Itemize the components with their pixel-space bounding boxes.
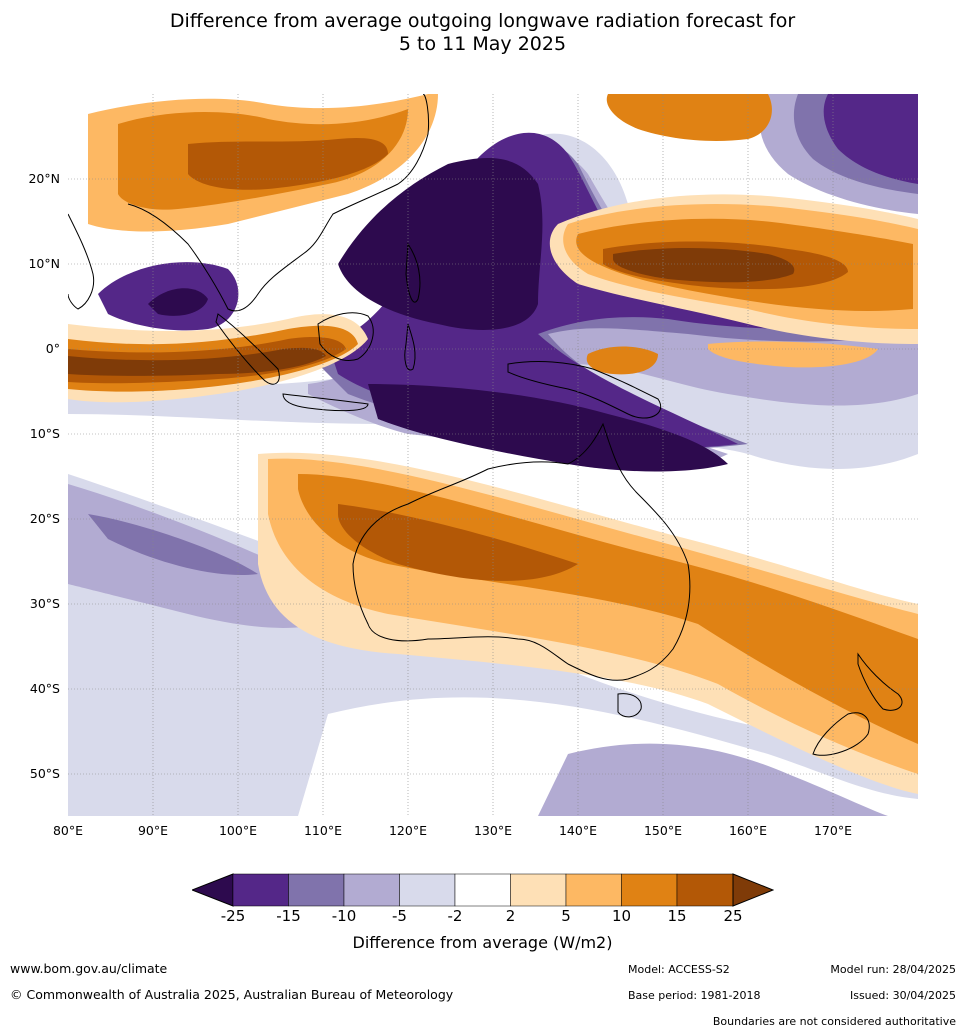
colorbar-label: Difference from average (W/m2) [352,933,613,952]
lat-label-20n: 20°N [28,171,60,186]
colorbar-swatch-6 [510,873,567,907]
anomaly-region-png-orange [586,346,658,375]
lat-label-10s: 10°S [29,426,60,441]
colorbar-tick-5: -2 [447,907,463,925]
title-line-1: Difference from average outgoing longwav… [169,10,796,32]
colorbar-tick-10: 25 [723,907,743,925]
colorbar-swatch-4 [399,873,456,907]
colorbar-swatch-7 [565,873,622,907]
anomaly-region-pacific-orange-east [708,341,878,368]
new-guinea-coastline [507,361,661,419]
colorbar-tick-1: -25 [220,907,246,925]
australia-coastline [352,422,691,681]
colorbar-max-arrow [732,873,774,907]
anomaly-region-maritime-25 [338,158,543,330]
anomaly-region-south-light2 [538,743,888,816]
lat-label-30s: 30°S [29,596,60,611]
lon-label-170e: 170°E [813,823,852,838]
anomaly-region-npac-25 [613,248,795,283]
colorbar-min-arrow [192,873,234,907]
anomaly-region-australia-15 [338,504,578,581]
issued-text: Issued: 30/04/2025 [849,989,956,1002]
map-svg [68,94,918,816]
lat-label-10n: 10°N [28,256,60,271]
lon-label-100e: 100°E [218,823,257,838]
lon-label-150e: 150°E [643,823,682,838]
colorbar-tick-3: -10 [331,907,357,925]
lon-label-110e: 110°E [303,823,342,838]
indochina-coastline [127,94,429,312]
new-zealand-north-coastline [857,652,903,711]
lon-label-80e: 80°E [52,823,84,838]
sulawesi-coastline [404,323,416,371]
colorbar-swatch-5 [454,873,511,907]
colorbar-swatch-9 [676,873,734,907]
anomaly-region-indian-north-dark [148,288,208,316]
anomaly-region-indian-mid [88,514,258,575]
borneo-coastline [317,312,374,361]
new-zealand-south-coastline [812,712,870,756]
india-coastline [68,213,95,310]
anomaly-region-ne-strong [823,94,918,184]
colorbar-tick-6: 2 [505,907,516,925]
map-title: Difference from average outgoing longwav… [0,10,965,56]
lat-label-50s: 50°S [29,766,60,781]
sumatra-coastline [215,313,280,385]
copyright-text: © Commonwealth of Australia 2025, Austra… [10,987,454,1002]
colorbar [192,873,774,907]
colorbar-swatch-1 [232,873,289,907]
lat-label-0: 0° [45,341,60,356]
colorbar-swatch-2 [288,873,345,907]
lon-label-130e: 130°E [473,823,512,838]
colorbar-tick-7: 5 [561,907,571,925]
colorbar-tick-8: 10 [611,907,632,925]
model-run-text: Model run: 28/04/2025 [830,963,956,976]
base-period-text: Base period: 1981-2018 [628,989,761,1002]
coastlines [68,94,903,756]
anomaly-region-equator-25 [68,347,326,376]
colorbar-swatch-8 [621,873,678,907]
colorbar-tick-4: -5 [392,907,407,925]
anomaly-region-pacific-orange [606,94,772,141]
olr-anomaly-map [68,94,918,816]
colorbar-tick-9: 15 [667,907,687,925]
lat-label-20s: 20°S [29,511,60,526]
tasmania-coastline [617,693,642,718]
lat-label-40s: 40°S [29,681,60,696]
colorbar-tick-2: -15 [276,907,301,925]
philippines-coastline [405,242,421,303]
bom-climate-link[interactable]: www.bom.gov.au/climate [10,961,168,976]
lon-label-160e: 160°E [728,823,767,838]
anomaly-region-asia-15 [188,137,388,190]
lon-label-120e: 120°E [388,823,427,838]
graticule [68,94,918,816]
colorbar-swatch-3 [343,873,400,907]
disclaimer-text: Boundaries are not considered authoritat… [712,1015,956,1028]
java-coastline [282,393,369,412]
model-text: Model: ACCESS-S2 [628,963,730,976]
lon-label-90e: 90°E [137,823,169,838]
lon-label-140e: 140°E [558,823,597,838]
title-line-2: 5 to 11 May 2025 [398,33,567,55]
anomaly-region-coral-25 [368,384,728,472]
